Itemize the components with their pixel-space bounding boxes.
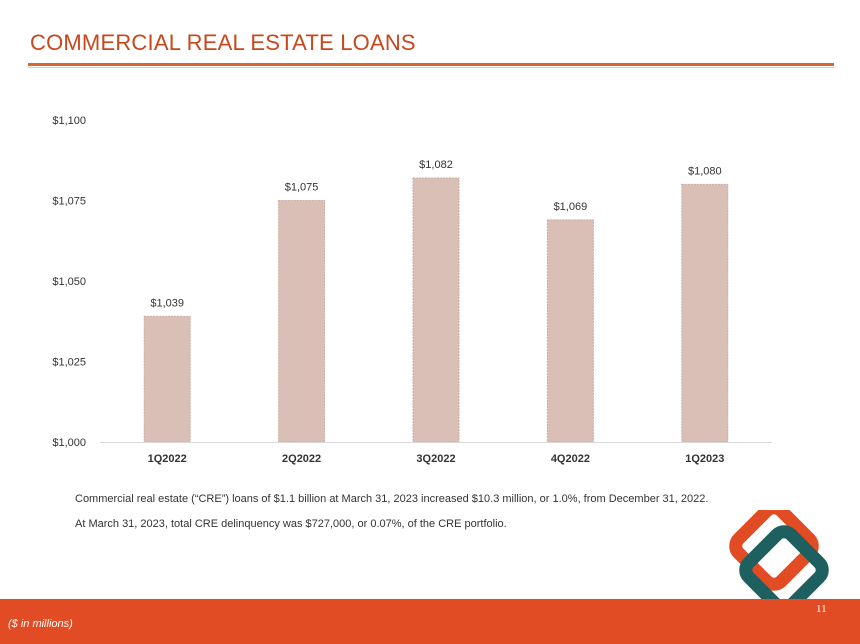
bar-3Q2022 <box>412 177 460 443</box>
y-tick-label: $1,025 <box>52 357 86 369</box>
x-tick-label: 3Q2022 <box>416 453 455 465</box>
bar-1Q2023 <box>681 183 729 443</box>
x-tick-label: 2Q2022 <box>282 453 321 465</box>
page-number: 11 <box>816 603 827 615</box>
bar-1Q2022 <box>143 315 191 443</box>
bar-2Q2022 <box>278 200 326 443</box>
page-title: COMMERCIAL REAL ESTATE LOANS <box>30 30 416 55</box>
y-tick-label: $1,100 <box>52 115 86 127</box>
data-label-2Q2022: $1,075 <box>285 182 319 194</box>
x-axis: 1Q2022 2Q2022 3Q2022 4Q2022 1Q2023 <box>148 453 725 465</box>
commentary-line-2: At March 31, 2023, total CRE delinquency… <box>75 518 507 530</box>
data-label-4Q2022: $1,069 <box>554 201 588 213</box>
bar-4Q2022 <box>546 219 594 443</box>
data-label-3Q2022: $1,082 <box>419 159 453 171</box>
commentary: Commercial real estate (“CRE”) loans of … <box>75 492 708 542</box>
title-divider-shadow <box>28 67 834 68</box>
x-tick-label: 1Q2023 <box>685 453 724 465</box>
diamond-logo-icon <box>729 510 829 615</box>
title-divider <box>28 63 834 66</box>
bar-chart: $1,000$1,025$1,050$1,075$1,100 $1,039$1,… <box>52 115 772 465</box>
data-labels: $1,039 $1,075 $1,082 $1,069 $1,080 <box>150 159 721 309</box>
y-tick-label: $1,050 <box>52 276 86 288</box>
commentary-line-1: Commercial real estate (“CRE”) loans of … <box>75 493 709 505</box>
units-note: ($ in millions) <box>8 618 73 630</box>
bars <box>143 177 729 443</box>
y-axis: $1,000 $1,025 $1,050 $1,075 $1,100 <box>52 115 86 449</box>
data-label-1Q2022: $1,039 <box>150 297 184 309</box>
x-tick-label: 1Q2022 <box>148 453 187 465</box>
y-tick-label: $1,000 <box>52 437 86 449</box>
y-tick-label: $1,075 <box>52 196 86 208</box>
x-tick-label: 4Q2022 <box>551 453 590 465</box>
data-label-1Q2023: $1,080 <box>688 165 722 177</box>
footer-bar <box>0 599 860 644</box>
